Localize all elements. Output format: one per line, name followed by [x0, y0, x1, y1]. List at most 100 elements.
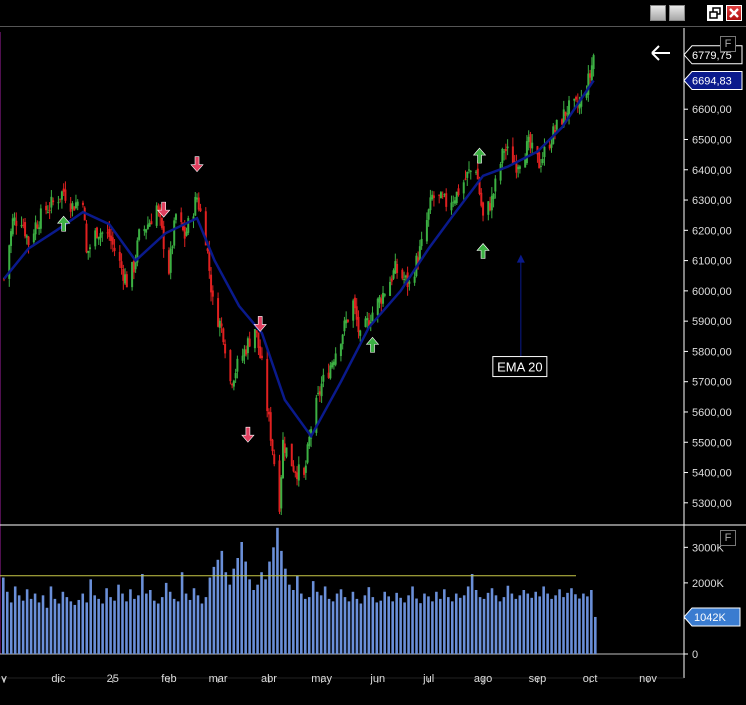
candle-body	[469, 170, 472, 172]
price-tick-label: 6600,00	[692, 104, 732, 116]
candle-body	[34, 222, 37, 235]
volume-bar	[562, 597, 565, 654]
candle-body	[394, 261, 397, 274]
candle-body	[531, 142, 534, 149]
volume-bar	[264, 579, 267, 654]
candle-body	[173, 220, 176, 246]
candle-body	[59, 198, 62, 200]
candle-body	[192, 216, 195, 220]
x-tick-label: may	[311, 673, 332, 685]
volume-bar	[323, 586, 327, 654]
volume-bar	[105, 588, 108, 654]
close-icon[interactable]	[726, 5, 742, 21]
volume-bar	[307, 597, 311, 654]
candle-body	[171, 246, 174, 248]
volume-bar	[447, 597, 450, 654]
candle-body	[234, 372, 237, 379]
volume-bar	[125, 601, 128, 654]
candle-body	[297, 464, 300, 481]
volume-bar	[530, 597, 534, 654]
candle-body	[145, 229, 148, 233]
arrow-left-icon[interactable]	[650, 44, 672, 62]
candle-body	[466, 171, 469, 178]
candle-body	[278, 460, 281, 512]
candle-body	[294, 471, 297, 473]
volume-bar	[411, 586, 414, 654]
volume-value-badge	[683, 607, 741, 627]
candle-body	[236, 358, 239, 372]
volume-bar	[486, 592, 490, 654]
candle-body	[425, 220, 428, 242]
candle-body	[169, 248, 172, 273]
candle-body	[13, 217, 16, 221]
signal-up-arrow	[365, 336, 380, 353]
candle-body	[527, 136, 530, 143]
volume-panel-f-button[interactable]: F	[720, 530, 736, 546]
volume-bar	[383, 591, 387, 654]
candle-body	[455, 191, 458, 204]
candle-body	[208, 249, 211, 271]
volume-tick-label: 0	[692, 649, 698, 661]
volume-bar	[65, 597, 69, 654]
candle-body	[369, 322, 372, 324]
candle-body	[241, 355, 244, 361]
candle-body	[320, 383, 323, 397]
volume-bar	[152, 600, 156, 654]
candle-body	[352, 300, 355, 321]
candle-body	[88, 247, 91, 250]
candle-body	[568, 100, 571, 117]
volume-bar	[355, 598, 359, 654]
price-tick-label: 5400,00	[692, 468, 732, 480]
candle-body	[255, 330, 258, 333]
volume-bar	[117, 584, 120, 654]
candle-body	[136, 240, 139, 263]
candle-body	[306, 444, 309, 463]
candle-body	[490, 195, 493, 211]
volume-bar	[73, 604, 77, 654]
candle-body	[482, 202, 485, 216]
candle-body	[285, 447, 288, 457]
candle-body	[10, 231, 13, 246]
volume-bar	[351, 591, 355, 654]
candle-body	[146, 224, 149, 229]
candle-body	[457, 188, 460, 196]
volume-bar	[145, 593, 148, 654]
candle-body	[396, 264, 399, 274]
candle-body	[538, 152, 541, 169]
candle-body	[290, 443, 293, 467]
candle-body	[8, 245, 11, 279]
candle-body	[489, 203, 492, 211]
candle-body	[329, 365, 332, 379]
volume-bar	[391, 601, 394, 654]
candle-body	[418, 246, 421, 262]
candle-body	[243, 349, 246, 357]
volume-bar	[395, 592, 398, 654]
signal-down-arrow	[253, 316, 267, 332]
candle-body	[432, 195, 435, 198]
volume-bar	[156, 603, 160, 654]
volume-bar	[49, 586, 53, 654]
candle-body	[403, 278, 406, 280]
minimize-icon[interactable]	[650, 5, 666, 21]
annotation-text: EMA 20	[497, 360, 543, 375]
volume-bar	[272, 547, 275, 654]
volume-bar	[594, 616, 597, 654]
candle-body	[111, 237, 114, 245]
candle-body	[96, 227, 99, 238]
candle-body	[46, 211, 49, 213]
price-panel-f-button[interactable]: F	[720, 36, 736, 52]
maximize-icon[interactable]	[669, 5, 685, 21]
signal-up-arrow	[472, 147, 487, 164]
candle-body	[339, 344, 342, 357]
candle-body	[367, 320, 370, 327]
candle-body	[253, 329, 256, 349]
candle-body	[359, 330, 362, 336]
candle-body	[317, 392, 320, 395]
volume-bar	[2, 577, 5, 654]
candle-body	[48, 209, 51, 211]
restore-icon[interactable]	[707, 5, 723, 21]
candle-body	[220, 323, 223, 327]
volume-bar	[474, 590, 478, 654]
volume-bar	[319, 595, 323, 654]
candle-body	[517, 166, 520, 170]
